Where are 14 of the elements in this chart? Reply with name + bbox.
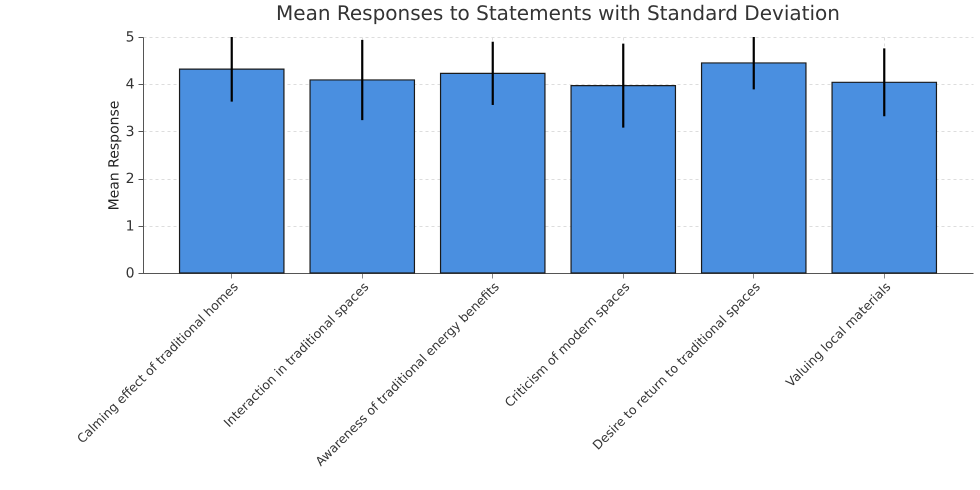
y-tick-label: 2	[126, 171, 134, 188]
y-tick-label: 5	[126, 30, 134, 46]
y-tick-label: 4	[126, 76, 135, 93]
y-tick-label: 0	[126, 266, 134, 282]
bar	[309, 79, 416, 274]
y-tick-label: 1	[126, 218, 134, 234]
bar	[570, 85, 676, 274]
bar	[700, 62, 807, 274]
bar	[178, 68, 285, 274]
bar	[440, 72, 546, 274]
chart-title: Mean Responses to Statements with Standard Deviation	[276, 1, 840, 25]
y-tick-label: 3	[126, 124, 134, 140]
y-axis-title: Mean Response	[106, 100, 123, 210]
bar	[831, 82, 938, 274]
